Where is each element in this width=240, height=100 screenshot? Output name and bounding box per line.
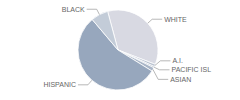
svg-text:BLACK: BLACK xyxy=(62,6,85,13)
svg-text:PACIFIC ISL: PACIFIC ISL xyxy=(172,66,212,73)
svg-text:HISPANIC: HISPANIC xyxy=(43,81,76,88)
svg-text:A.I.: A.I. xyxy=(172,57,183,64)
svg-text:WHITE: WHITE xyxy=(164,16,187,23)
svg-text:ASIAN: ASIAN xyxy=(170,76,191,83)
